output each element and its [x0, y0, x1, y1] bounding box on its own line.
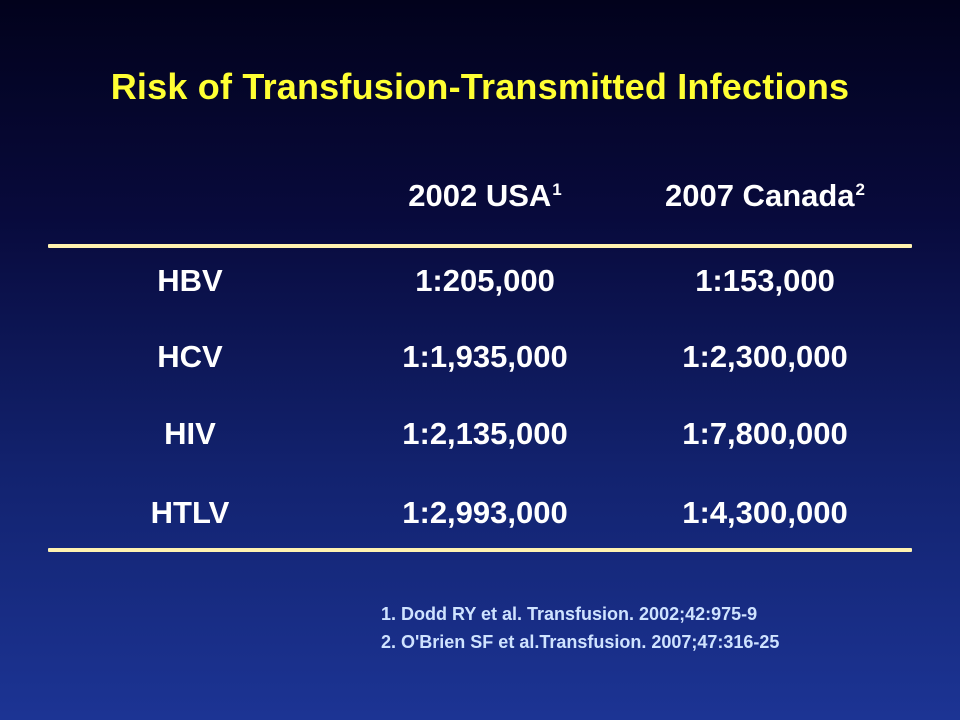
risk-2002-usa: 1:2,993,000 — [402, 495, 568, 530]
row-label: HTLV — [150, 495, 230, 530]
column-header-label: 2002 USA — [408, 178, 552, 213]
risk-2002-usa: 1:2,135,000 — [402, 416, 568, 451]
risk-2007-canada: 1:7,800,000 — [682, 416, 848, 451]
slide-title: Risk of Transfusion-Transmitted Infectio… — [110, 66, 850, 107]
reference-1: 1. Dodd RY et al. Transfusion. 2002;42:9… — [381, 604, 758, 624]
table-bottom-rule — [48, 548, 912, 552]
risk-2007-canada: 1:2,300,000 — [682, 339, 848, 374]
column-header-label: 2007 Canada — [664, 178, 855, 213]
column-header-2007-canada: 2007 Canada2 — [630, 178, 900, 214]
table-row-hcv: HCV 1:1,935,000 1:2,300,000 — [0, 339, 960, 379]
references: 1. Dodd RY et al. Transfusion. 2002;42:9… — [381, 600, 779, 656]
row-label: HCV — [157, 339, 223, 374]
table-row-hiv: HIV 1:2,135,000 1:7,800,000 — [0, 416, 960, 456]
reference-marker: 1 — [552, 179, 562, 199]
risk-2002-usa: 1:1,935,000 — [402, 339, 568, 374]
row-label: HBV — [157, 263, 223, 298]
column-header-2002-usa: 2002 USA1 — [350, 178, 620, 214]
table-row-htlv: HTLV 1:2,993,000 1:4,300,000 — [0, 495, 960, 535]
reference-2: 2. O'Brien SF et al.Transfusion. 2007;47… — [381, 632, 780, 652]
reference-marker: 2 — [855, 179, 866, 199]
risk-2002-usa: 1:205,000 — [415, 263, 555, 298]
table-top-rule — [48, 244, 912, 248]
table-row-hbv: HBV 1:205,000 1:153,000 — [0, 263, 960, 303]
row-label: HIV — [164, 416, 216, 451]
risk-2007-canada: 1:4,300,000 — [682, 495, 848, 530]
risk-2007-canada: 1:153,000 — [695, 263, 835, 298]
